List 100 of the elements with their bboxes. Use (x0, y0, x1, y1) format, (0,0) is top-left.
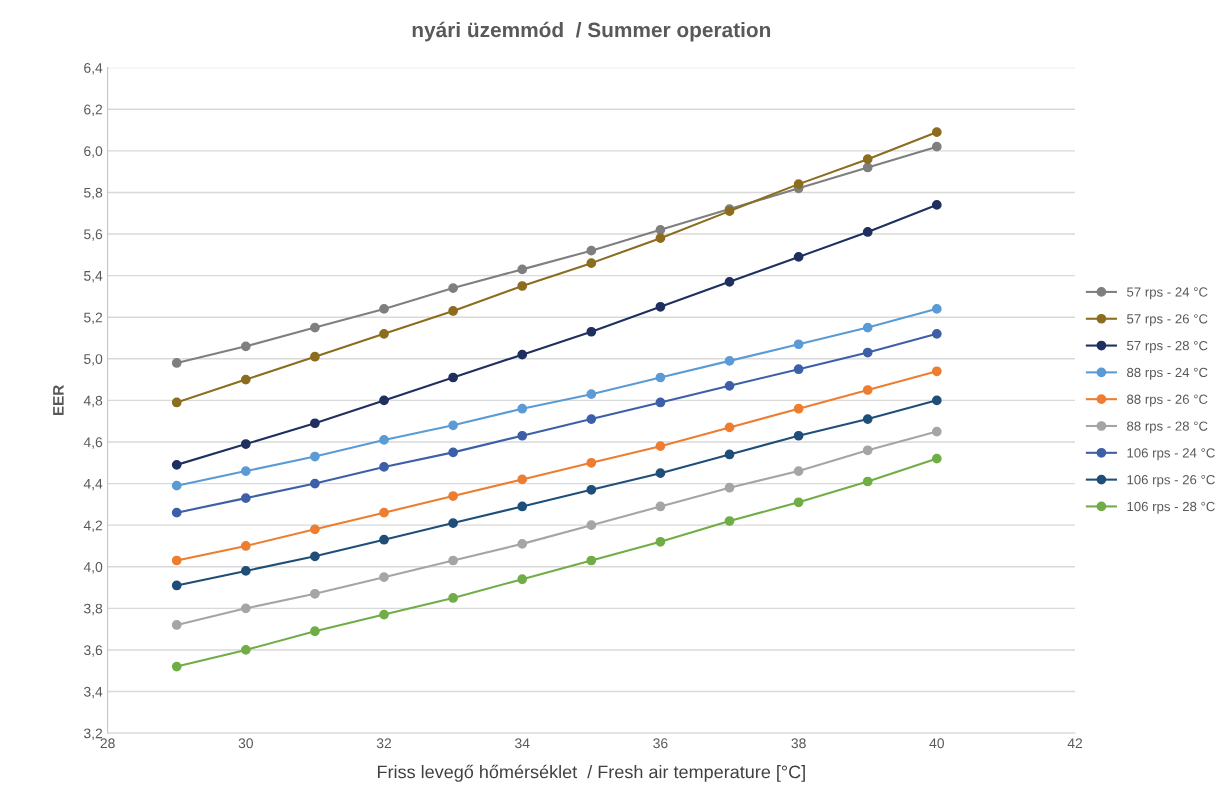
point (448, 518, 458, 528)
point (379, 609, 389, 620)
point (379, 328, 389, 339)
point (240, 341, 251, 352)
point (171, 620, 182, 630)
point (310, 626, 320, 637)
y-tick-label: 6,4 (84, 62, 103, 75)
point (862, 385, 873, 395)
y-tick-label: 5,0 (84, 354, 103, 366)
point (448, 555, 458, 566)
point (793, 339, 804, 350)
point (862, 445, 873, 456)
y-tick-label: 5,2 (84, 312, 103, 325)
y-tick-label: 4,0 (83, 562, 103, 574)
point (379, 462, 389, 472)
legend-label: 106 rps - 28 °C (1127, 501, 1215, 514)
point (448, 283, 458, 293)
point (448, 447, 458, 458)
y-tick-label: 5,8 (84, 187, 103, 200)
legend-label: 88 rps - 28 °C (1127, 421, 1208, 434)
point (655, 301, 666, 312)
point (171, 358, 182, 368)
y-tick-label: 4,2 (83, 520, 103, 532)
point (724, 356, 735, 366)
point (724, 276, 735, 287)
legend-label: 106 rps - 26 °C (1127, 475, 1215, 487)
point (171, 555, 182, 566)
point (448, 491, 458, 501)
point (240, 541, 251, 551)
x-tick-label: 36 (653, 738, 668, 749)
point (517, 264, 528, 275)
point (517, 430, 528, 441)
point (310, 588, 320, 599)
point (793, 364, 804, 375)
point (171, 580, 182, 591)
point (862, 347, 873, 358)
y-tick-label: 3,8 (83, 603, 103, 616)
point (517, 474, 528, 485)
point (379, 435, 389, 445)
y-tick-label: 6,0 (84, 146, 103, 158)
point (931, 141, 942, 152)
point (793, 497, 804, 508)
legend-label: 57 rps - 24 °C (1127, 287, 1208, 300)
x-tick-label: 32 (376, 738, 392, 749)
y-tick-label: 6,2 (84, 104, 103, 117)
point (586, 555, 597, 566)
y-tick-label: 4,4 (83, 479, 103, 491)
y-tick-label: 3,4 (83, 686, 103, 699)
y-tick-label: 4,6 (83, 437, 103, 449)
chart-title: nyári üzemmód / Summer operation (412, 21, 771, 42)
point (310, 524, 320, 535)
point (586, 414, 597, 424)
x-tick-label: 40 (929, 738, 944, 749)
point (862, 414, 873, 424)
point (240, 566, 251, 576)
point (655, 397, 666, 408)
point (931, 200, 942, 210)
point (931, 304, 942, 314)
x-tick-label: 42 (1067, 738, 1083, 749)
point (240, 439, 251, 449)
point (310, 351, 320, 362)
point (310, 551, 320, 562)
point (655, 536, 666, 547)
point (793, 179, 804, 189)
point (931, 426, 942, 437)
point (517, 403, 528, 414)
point (448, 306, 458, 316)
point (379, 507, 389, 518)
point (655, 233, 666, 244)
point (655, 225, 666, 235)
point (793, 403, 804, 414)
point (448, 372, 458, 383)
point (724, 482, 735, 493)
point (586, 245, 597, 256)
point (171, 459, 182, 470)
y-tick-label: 5,6 (84, 229, 103, 241)
y-tick-label: 4,8 (83, 395, 103, 408)
y-tick-label: 3,6 (83, 645, 103, 657)
x-tick-label: 28 (100, 738, 115, 749)
point (517, 349, 528, 360)
point (586, 484, 597, 495)
point (240, 374, 251, 385)
point (655, 441, 666, 451)
point (655, 468, 666, 479)
x-tick-label: 38 (791, 738, 806, 749)
point (310, 478, 320, 489)
point (655, 501, 666, 512)
point (240, 603, 251, 614)
point (517, 281, 528, 291)
y-tick-label: 3,2 (83, 728, 103, 740)
point (724, 380, 735, 391)
point (379, 572, 389, 583)
point (171, 480, 182, 491)
point (240, 493, 251, 503)
point (586, 258, 597, 268)
point (586, 457, 597, 468)
point (724, 422, 735, 433)
point (793, 466, 804, 476)
legend-label: 57 rps - 28 °C (1127, 340, 1208, 353)
point (655, 372, 666, 383)
